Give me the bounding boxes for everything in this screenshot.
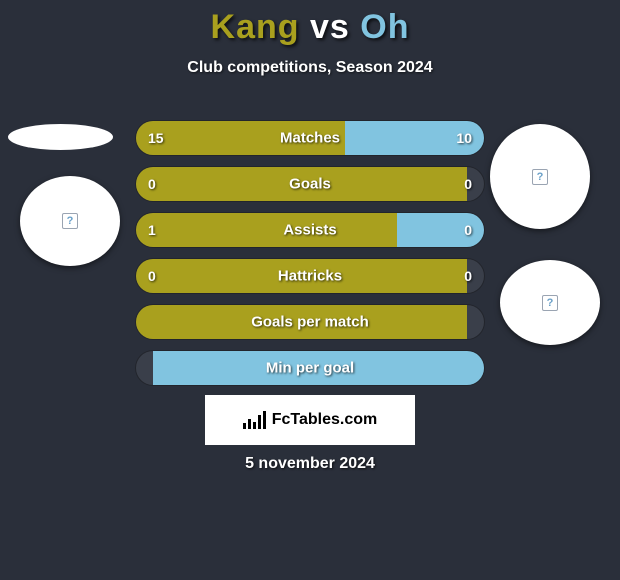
stat-bar-right <box>153 351 484 385</box>
avatar-ellipse-left <box>8 124 113 150</box>
date-label: 5 november 2024 <box>245 455 375 473</box>
vs-text: vs <box>310 8 350 46</box>
brand-bar <box>263 411 266 429</box>
stat-row: Hattricks00 <box>135 258 485 294</box>
stat-bar-right <box>397 213 484 247</box>
stat-row: Min per goal <box>135 350 485 386</box>
player1-name: Kang <box>211 8 300 46</box>
image-placeholder-icon: ? <box>62 213 78 229</box>
stat-row: Matches1510 <box>135 120 485 156</box>
page-title: Kang vs Oh <box>0 8 620 47</box>
brand-bar <box>253 422 256 429</box>
brand-bar <box>243 423 246 429</box>
stat-bar-left <box>136 213 397 247</box>
player2-avatar: ? <box>490 124 590 229</box>
player2-avatar-secondary: ? <box>500 260 600 345</box>
brand-badge[interactable]: FcTables.com <box>205 395 415 445</box>
subtitle: Club competitions, Season 2024 <box>0 59 620 77</box>
player1-avatar: ? <box>20 176 120 266</box>
stat-row: Goals per match <box>135 304 485 340</box>
player2-name: Oh <box>360 8 409 46</box>
stat-bar-right <box>345 121 484 155</box>
stat-row: Assists10 <box>135 212 485 248</box>
header: Kang vs Oh Club competitions, Season 202… <box>0 0 620 77</box>
brand-text: FcTables.com <box>272 411 378 429</box>
image-placeholder-icon: ? <box>542 295 558 311</box>
stat-bar-left <box>136 167 467 201</box>
stat-row: Goals00 <box>135 166 485 202</box>
image-placeholder-icon: ? <box>532 169 548 185</box>
stats-container: Matches1510 Goals00 Assists10 Hattricks00 Go… <box>135 120 485 396</box>
brand-bar <box>248 419 251 429</box>
stat-bar-left <box>136 259 467 293</box>
stat-bar-left <box>136 121 345 155</box>
brand-bar <box>258 415 261 429</box>
stat-bar-left <box>136 305 467 339</box>
brand-bars-icon <box>243 411 266 429</box>
